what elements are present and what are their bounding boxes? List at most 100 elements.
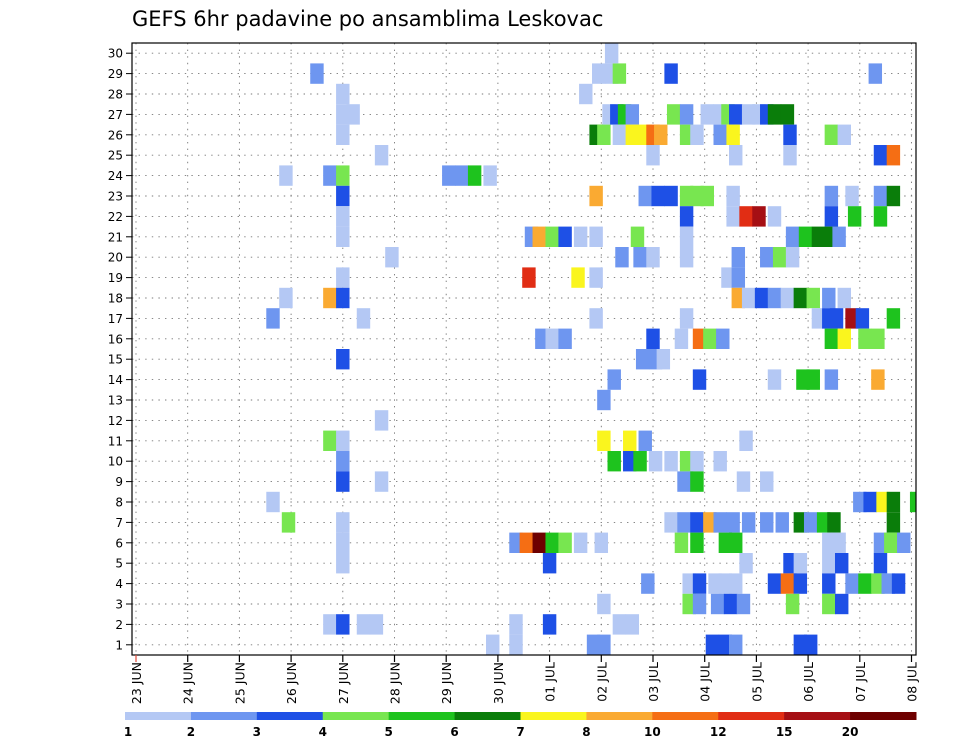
precip-cell [612,63,627,84]
precip-cell [886,145,901,166]
precip-cell [323,287,337,309]
precip-cell [703,512,717,533]
legend-label: 6 [450,725,458,739]
precip-cell [873,206,888,227]
precip-cell [760,512,774,533]
precip-cell [374,471,389,492]
precip-cell [811,226,826,247]
precip-cell [881,573,895,594]
precip-cell [545,532,559,553]
precip-cell [767,573,782,594]
precip-cell [356,308,371,329]
precip-cell [858,573,872,594]
precip-cell [679,124,694,145]
precip-cell [739,553,753,574]
precip-cell [336,165,350,186]
precip-cell [729,145,743,166]
precip-cell [713,124,727,145]
precip-cell [571,267,585,288]
y-tick-label: 20 [108,251,123,265]
precip-cell [336,83,350,105]
precip-cell [718,532,733,553]
precip-cell [641,573,655,594]
precip-cell [592,63,606,84]
precip-cell [604,43,619,64]
precip-cell [336,430,350,451]
x-tick-label: 28 JUN [388,662,403,704]
precip-cell [785,247,800,268]
precip-cell [589,308,603,329]
precip-cell [323,614,337,635]
precip-cell [726,124,740,145]
precip-cell [873,553,888,574]
y-tick-label: 13 [108,394,123,408]
legend-swatch [125,712,192,720]
precip-cell [739,206,753,227]
y-tick-label: 3 [115,598,123,612]
precip-cell [822,593,836,615]
precip-cell [845,308,859,329]
precip-cell [336,104,350,125]
chart-title: GEFS 6hr padavine po ansamblima Leskovac [132,7,603,31]
precip-cell [713,451,727,472]
precip-cell [630,226,645,247]
precip-cell [726,512,740,533]
precip-cell [741,512,756,533]
precip-cell [834,593,849,615]
precip-cell [648,451,663,472]
precip-cell [281,512,296,533]
precip-cell [679,226,694,247]
precip-cell [594,532,609,553]
precip-cell [832,532,846,553]
precip-cell [509,532,523,553]
precip-cell [692,369,707,390]
precip-cell [597,124,611,145]
precip-cell [597,634,611,655]
precip-cell [573,226,588,247]
precip-cell [845,573,859,594]
precip-cell [754,287,769,309]
precip-cell [863,491,877,513]
precip-cell [729,104,743,125]
precip-cell [886,491,901,513]
precip-cell [589,226,603,247]
precip-cell [884,532,898,553]
precip-cell [886,308,901,329]
precip-cell [336,349,350,370]
legend-swatch [586,712,653,720]
precip-cell [519,532,534,553]
y-tick-label: 23 [108,190,123,204]
precip-cell [729,532,743,553]
y-tick-label: 12 [108,414,123,428]
precip-cell [824,185,839,207]
legend-label: 10 [644,725,661,739]
precip-cell [279,165,293,186]
precip-cell [589,267,603,288]
precip-cell [690,451,704,472]
precip-cell [682,573,696,594]
legend-swatch [454,712,521,720]
y-tick-label: 6 [115,536,123,550]
precip-cell [718,634,733,655]
precip-cell [374,145,389,166]
precip-cell [679,308,694,329]
y-tick-label: 27 [108,108,123,122]
precip-cell [483,165,497,186]
y-tick-label: 15 [108,353,123,367]
precip-cell [690,124,704,145]
precip-cell [700,104,714,125]
precip-cell [803,512,818,533]
precip-cell [775,512,789,533]
precip-cell [822,532,836,553]
legend-swatch [190,712,258,720]
precip-cell [509,634,523,655]
precip-cell [679,451,694,472]
precip-cell [690,185,704,207]
precip-cell [845,185,859,207]
y-axis: 1234567891011121314151617181920212223242… [108,47,132,652]
precip-cells [266,43,916,655]
precip-cell [690,532,704,553]
y-tick-label: 28 [108,88,123,102]
precip-cell [266,491,280,513]
precip-cell [858,328,872,349]
